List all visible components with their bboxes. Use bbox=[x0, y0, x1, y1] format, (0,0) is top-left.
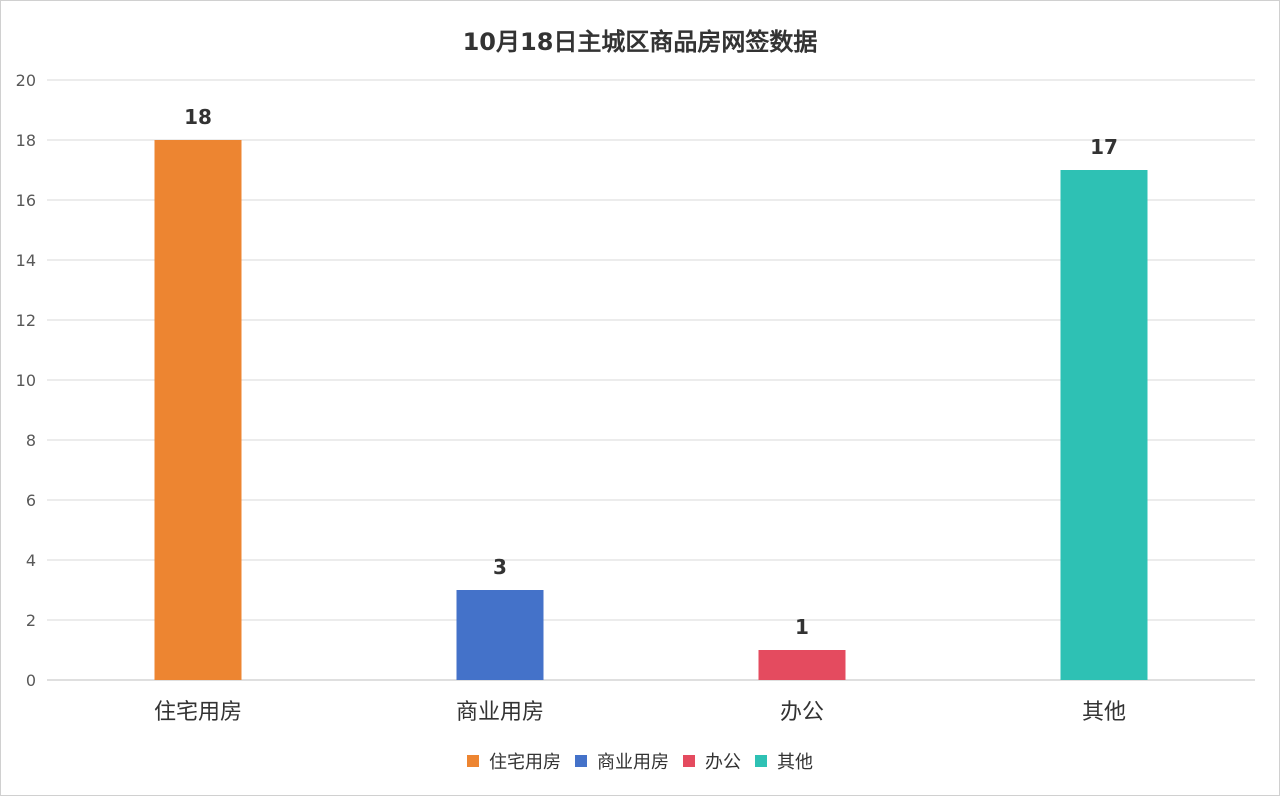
y-tick-label: 2 bbox=[26, 611, 36, 630]
y-tick-label: 10 bbox=[16, 371, 36, 390]
x-tick-label: 其他 bbox=[1082, 700, 1126, 725]
y-tick-label: 12 bbox=[16, 311, 36, 330]
legend-item: 商业用房 bbox=[575, 748, 669, 774]
x-tick-label: 住宅用房 bbox=[154, 700, 242, 725]
y-tick-label: 18 bbox=[16, 131, 36, 150]
y-tick-label: 0 bbox=[26, 671, 36, 690]
legend-label: 其他 bbox=[777, 752, 813, 773]
x-tick-label: 商业用房 bbox=[456, 700, 544, 725]
y-tick-label: 16 bbox=[16, 191, 36, 210]
bar bbox=[1060, 170, 1148, 680]
y-tick-label: 6 bbox=[26, 491, 36, 510]
legend-swatch bbox=[755, 755, 767, 767]
legend: 住宅用房 商业用房 办公 其他 bbox=[0, 748, 1280, 774]
legend-label: 住宅用房 bbox=[489, 752, 561, 773]
y-tick-label: 14 bbox=[16, 251, 36, 270]
legend-label: 办公 bbox=[705, 752, 741, 773]
data-label: 18 bbox=[184, 105, 212, 129]
data-label: 1 bbox=[795, 615, 809, 639]
legend-label: 商业用房 bbox=[597, 752, 669, 773]
data-label: 17 bbox=[1090, 135, 1118, 159]
legend-item: 其他 bbox=[755, 748, 813, 774]
bar bbox=[758, 650, 846, 680]
legend-item: 住宅用房 bbox=[467, 748, 561, 774]
bar bbox=[456, 590, 544, 680]
y-tick-label: 4 bbox=[26, 551, 36, 570]
legend-item: 办公 bbox=[683, 748, 741, 774]
legend-swatch bbox=[575, 755, 587, 767]
data-label: 3 bbox=[493, 555, 507, 579]
y-tick-label: 8 bbox=[26, 431, 36, 450]
legend-swatch bbox=[467, 755, 479, 767]
bar bbox=[154, 140, 242, 680]
x-tick-label: 办公 bbox=[780, 700, 824, 725]
legend-swatch bbox=[683, 755, 695, 767]
y-tick-label: 20 bbox=[16, 71, 36, 90]
chart-title: 10月18日主城区商品房网签数据 bbox=[462, 28, 818, 56]
